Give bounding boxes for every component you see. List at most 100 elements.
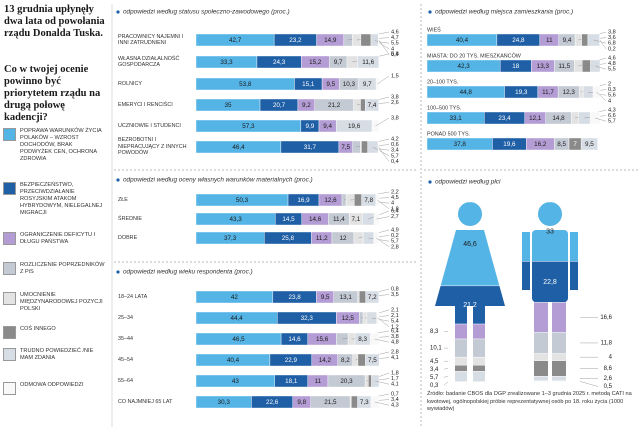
- leader-line: [375, 117, 390, 127]
- value-label: 33: [546, 229, 554, 236]
- legend-swatch: [3, 326, 16, 339]
- value-label: 4,6: [608, 55, 616, 61]
- value-label: 11,7: [542, 89, 554, 96]
- value-label: 4,7: [391, 35, 399, 41]
- row-label: ROLNICY: [118, 80, 142, 87]
- legend-label: TRUDNO POWIEDZIEĆ /NIE MAM ZDANIA: [20, 348, 94, 361]
- value-label: 2,1: [391, 307, 399, 313]
- value-label: 3,4: [391, 397, 399, 403]
- value-label: 5,7: [391, 239, 399, 245]
- bar-segment: [357, 353, 366, 367]
- legend-swatch: [3, 292, 16, 305]
- value-label: 5,5: [608, 67, 616, 73]
- value-label: 14,2: [319, 357, 332, 364]
- value-label: 7,5: [341, 144, 350, 151]
- value-label: 37,3: [224, 235, 237, 242]
- leader-line: [377, 75, 390, 85]
- row-label: 18–24 LATA: [118, 293, 148, 300]
- figure-segment: [435, 356, 505, 366]
- value-label: 46,6: [463, 241, 477, 248]
- value-label: 16,2: [534, 141, 547, 148]
- value-label: 0,7: [391, 391, 399, 397]
- value-label: 7,8: [364, 197, 373, 204]
- row-label: WIEŚ: [427, 25, 441, 33]
- value-label: 6,4: [391, 328, 399, 334]
- section-heading: odpowiedzi według oceny własnych warunkó…: [123, 177, 313, 184]
- value-label: 11: [546, 37, 553, 44]
- row-label: DOBRE: [118, 234, 138, 241]
- value-label: 5,6: [608, 93, 616, 99]
- value-label: 10,1: [430, 346, 442, 352]
- section-heading: odpowiedzi według wieku respondenta (pro…: [123, 269, 253, 276]
- row-label: 20–100 TYS.: [427, 79, 458, 85]
- legend-swatch: [3, 382, 16, 395]
- row-label: WŁASNA DZIAŁALNOŚĆ GOSPODARCZA: [118, 55, 180, 69]
- heading-bullet: [428, 180, 432, 184]
- bar-segment: [357, 55, 380, 69]
- value-label: 2: [608, 81, 611, 87]
- figure-segment: [435, 323, 505, 340]
- bar-segment: [365, 353, 380, 367]
- value-label: 9,5: [326, 81, 335, 88]
- value-label: 9,8: [297, 399, 306, 406]
- value-label: 20,7: [273, 102, 286, 109]
- value-label: 37,8: [454, 141, 467, 148]
- value-label: 43,3: [229, 216, 242, 223]
- figure-segment: [522, 302, 578, 333]
- value-label: 0,4: [391, 52, 399, 58]
- value-label: 16,9: [297, 197, 310, 204]
- value-label: 6,6: [608, 113, 616, 119]
- bar-segment: [365, 98, 380, 112]
- value-label: 7,3: [360, 399, 369, 406]
- value-label: 1,8: [391, 206, 399, 212]
- figure-segment: [522, 360, 578, 377]
- value-label: 5,7: [430, 375, 439, 381]
- value-label: 20,3: [340, 378, 353, 385]
- bar-segment: [589, 111, 601, 125]
- value-label: 14,8: [552, 115, 565, 122]
- value-label: 5,8: [391, 51, 399, 57]
- leader-line: [378, 146, 390, 162]
- title: 13 grudnia upłynęły dwa lata od powołani…: [4, 4, 105, 39]
- leader-line: [374, 338, 390, 343]
- value-label: 0,5: [604, 384, 613, 390]
- value-label: 3,8: [608, 29, 616, 35]
- value-label: 33,1: [449, 115, 462, 122]
- value-label: 1,5: [391, 73, 399, 79]
- value-label: 9,7: [334, 59, 343, 66]
- value-label: 15,2: [309, 59, 322, 66]
- value-label: 0,2: [608, 46, 616, 52]
- value-label: 2,6: [604, 376, 613, 382]
- value-label: 4,3: [391, 403, 399, 409]
- legend-label: BEZPIECZEŃSTWO, PRZECIWDZIAŁANIE ROSYJSK…: [20, 182, 103, 216]
- value-label: 11,6: [362, 59, 374, 66]
- row-label: ŚREDNIE: [118, 215, 142, 222]
- leader-line: [599, 39, 607, 49]
- value-label: 4: [391, 46, 394, 52]
- legend-label: POPRAWA WARUNKÓW ŻYCIA POLAKÓW – WZROST …: [20, 128, 102, 162]
- value-label: 16,6: [600, 315, 612, 321]
- value-label: 7,1: [351, 216, 360, 223]
- value-label: 19,6: [348, 123, 361, 130]
- value-label: 0,6: [391, 142, 399, 148]
- value-label: 7,5: [368, 357, 377, 364]
- leader-line: [595, 117, 607, 122]
- value-label: 3,8: [391, 115, 399, 121]
- value-label: 46,5: [232, 336, 245, 343]
- value-label: 3,4: [391, 148, 399, 154]
- source: Źródło: badanie CBOS dla DGP zrealizowan…: [427, 391, 632, 412]
- value-label: 2,6: [391, 100, 399, 106]
- value-label: 10,3: [343, 81, 356, 88]
- value-label: 57,3: [242, 123, 255, 130]
- bar-segment: [580, 137, 598, 151]
- value-label: 13,1: [340, 294, 353, 301]
- legend-swatch: [3, 348, 16, 361]
- value-label: 12,1: [529, 115, 542, 122]
- value-label: 2,2: [391, 189, 399, 195]
- bar-segment: [366, 311, 378, 325]
- section-heading: odpowiedzi według płci: [435, 179, 501, 186]
- value-label: 23,4: [498, 115, 511, 122]
- value-label: 4,5: [391, 195, 399, 201]
- row-label: 100–500 TYS.: [427, 105, 461, 111]
